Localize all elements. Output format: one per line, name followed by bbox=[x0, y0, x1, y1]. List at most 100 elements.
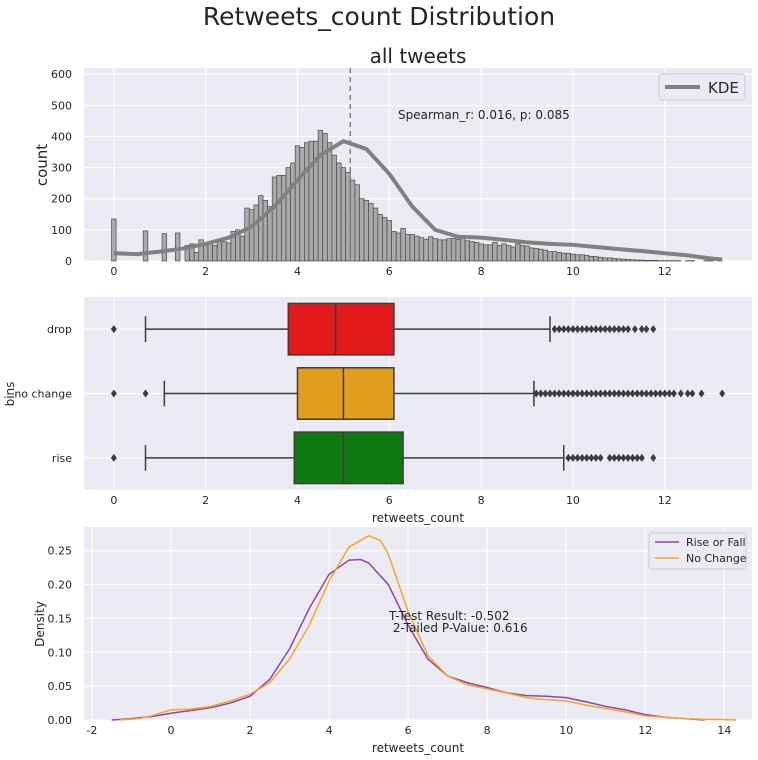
outlier-marker bbox=[620, 453, 627, 462]
outlier-marker bbox=[652, 389, 659, 398]
y-tick-label: 0.20 bbox=[48, 579, 73, 592]
outlier-marker bbox=[546, 389, 553, 398]
histogram-bar bbox=[515, 243, 521, 262]
histogram-bar bbox=[510, 246, 516, 262]
no-change-density-line bbox=[119, 535, 737, 721]
outlier-marker bbox=[565, 453, 572, 462]
outlier-marker bbox=[670, 389, 677, 398]
x-tick-label: 12 bbox=[658, 494, 672, 507]
x-tick-label: 4 bbox=[294, 494, 301, 507]
histogram-bar bbox=[290, 162, 296, 262]
outlier-marker bbox=[588, 325, 595, 334]
outlier-marker bbox=[634, 453, 641, 462]
histogram-bar bbox=[547, 251, 553, 262]
density-plot-area bbox=[84, 527, 752, 720]
histogram-bar bbox=[271, 176, 278, 262]
histogram-bar bbox=[574, 254, 581, 262]
histogram-bar bbox=[427, 236, 434, 262]
x-tick-label: 0 bbox=[110, 494, 117, 507]
boxplot-x-axis-label: retweets_count bbox=[372, 511, 464, 525]
density-legend[interactable]: Rise or Fall No Change bbox=[648, 532, 747, 570]
outlier-marker bbox=[556, 389, 563, 398]
outlier-marker bbox=[620, 325, 627, 334]
histogram-bar bbox=[414, 235, 420, 262]
histogram-bar bbox=[455, 238, 461, 262]
legend-box bbox=[658, 73, 746, 101]
outlier-marker bbox=[643, 325, 650, 334]
iqr-box bbox=[293, 431, 404, 485]
x-tick-label: 6 bbox=[386, 265, 393, 278]
outlier-marker bbox=[592, 453, 599, 462]
outlier-marker bbox=[643, 389, 650, 398]
histogram-bar bbox=[501, 243, 507, 262]
outlier-marker bbox=[597, 389, 604, 398]
box-no-change bbox=[110, 367, 726, 420]
histogram-bar bbox=[409, 234, 415, 262]
iqr-box bbox=[287, 302, 395, 356]
iqr-box bbox=[296, 367, 395, 420]
histogram-bar bbox=[258, 195, 264, 262]
ttest-annotation-line-1: T-Test Result: -0.502 bbox=[388, 609, 510, 623]
outlier-marker bbox=[142, 389, 149, 398]
outlier-marker bbox=[631, 325, 638, 334]
outlier-marker bbox=[588, 389, 595, 398]
box-rise bbox=[110, 431, 657, 485]
x-tick-label: 10 bbox=[566, 494, 580, 507]
kde-legend-label: KDE bbox=[708, 79, 739, 97]
histogram-y-axis-label: count bbox=[33, 144, 51, 186]
outlier-marker bbox=[551, 325, 558, 334]
histogram-bar bbox=[579, 254, 585, 262]
histogram-bar bbox=[308, 140, 314, 262]
rise-or-fall-legend-label: Rise or Fall bbox=[686, 536, 746, 549]
outlier-marker bbox=[574, 325, 581, 334]
histogram-bar bbox=[161, 233, 167, 262]
x-tick-label: 6 bbox=[405, 724, 412, 737]
histogram-bar bbox=[418, 237, 425, 262]
outlier-marker bbox=[634, 389, 641, 398]
outlier-marker bbox=[620, 389, 627, 398]
x-tick-label: -2 bbox=[86, 724, 97, 737]
x-tick-label: 0 bbox=[167, 724, 174, 737]
histogram-bar bbox=[372, 207, 379, 262]
histogram-bar bbox=[221, 241, 227, 262]
x-tick-label: 8 bbox=[478, 494, 485, 507]
histogram-bar bbox=[142, 230, 149, 262]
histogram-bar bbox=[652, 260, 659, 262]
histogram-bar bbox=[506, 245, 512, 262]
x-tick-label: 2 bbox=[202, 494, 209, 507]
outlier-marker bbox=[569, 325, 576, 334]
outlier-marker bbox=[719, 389, 726, 398]
histogram-bar bbox=[304, 142, 310, 262]
y-tick-label: 0.15 bbox=[48, 612, 73, 625]
outlier-marker bbox=[574, 389, 581, 398]
histogram-bar bbox=[253, 204, 259, 262]
histogram-title: all tweets bbox=[370, 44, 467, 68]
histogram-bar bbox=[464, 240, 470, 262]
histogram-legend[interactable]: KDE bbox=[658, 73, 746, 101]
histogram-bar bbox=[336, 162, 342, 262]
figure-title: Retweets_count Distribution bbox=[203, 2, 555, 31]
histogram-bar bbox=[487, 244, 493, 262]
x-tick-label: 10 bbox=[559, 724, 573, 737]
outlier-marker bbox=[629, 453, 636, 462]
y-tick-label: 300 bbox=[51, 162, 72, 175]
outlier-marker bbox=[615, 453, 622, 462]
spearman-annotation: Spearman_r: 0.016, p: 0.085 bbox=[398, 108, 570, 122]
histogram-bar bbox=[528, 247, 535, 262]
outlier-marker bbox=[647, 389, 654, 398]
histogram-bar bbox=[556, 251, 562, 262]
histogram-bar bbox=[405, 234, 411, 262]
outlier-marker bbox=[110, 453, 117, 462]
histogram-panel: all tweets 0 2 4 6 8 10 120100200300400500600 … bbox=[33, 44, 752, 278]
y-tick-label: 500 bbox=[51, 99, 72, 112]
histogram-bar bbox=[212, 245, 218, 262]
histogram-bar bbox=[175, 232, 181, 262]
outlier-marker bbox=[638, 389, 645, 398]
histogram-bar bbox=[524, 245, 530, 262]
histogram-bar bbox=[423, 238, 429, 262]
histogram-bar bbox=[400, 227, 406, 262]
outlier-marker bbox=[611, 453, 618, 462]
outlier-marker bbox=[560, 325, 567, 334]
histogram-bar bbox=[391, 231, 397, 262]
